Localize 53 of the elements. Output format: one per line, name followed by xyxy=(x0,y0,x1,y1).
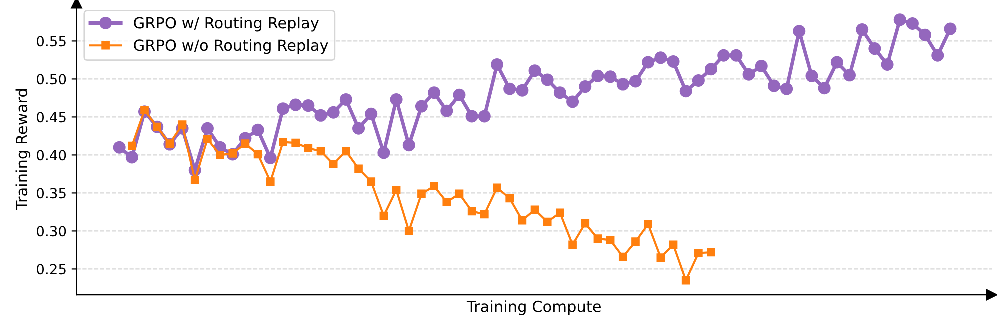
y-axis-title: Training Reward xyxy=(16,89,31,210)
point xyxy=(669,240,678,250)
point xyxy=(656,254,666,262)
point xyxy=(304,144,313,153)
point xyxy=(644,220,652,229)
point xyxy=(354,164,363,174)
point xyxy=(241,140,250,148)
point xyxy=(316,147,326,156)
point xyxy=(367,178,376,186)
point xyxy=(128,142,136,150)
y-tick-label: 0.30 xyxy=(37,226,66,237)
legend-label: GRPO w/ Routing Replay xyxy=(134,16,319,32)
y-tick-label: 0.25 xyxy=(37,264,66,275)
y-tick-label: 0.45 xyxy=(37,112,66,123)
point xyxy=(694,249,703,258)
y-tick-label: 0.50 xyxy=(37,74,66,85)
point xyxy=(430,182,438,191)
point xyxy=(568,240,577,250)
y-tick-label: 0.55 xyxy=(37,36,66,47)
point xyxy=(204,135,212,144)
y-tick-label: 0.40 xyxy=(37,150,66,161)
point xyxy=(216,151,224,160)
point xyxy=(329,160,338,168)
point xyxy=(266,178,275,186)
point xyxy=(493,184,502,192)
point xyxy=(279,138,288,146)
point xyxy=(682,276,690,285)
point xyxy=(480,210,489,219)
point xyxy=(455,190,464,198)
legend-label: GRPO w/o Routing Replay xyxy=(134,39,328,54)
point xyxy=(392,186,401,194)
point xyxy=(594,234,602,243)
point xyxy=(418,190,426,198)
point xyxy=(606,236,615,244)
point xyxy=(254,150,262,159)
point xyxy=(707,248,716,257)
point xyxy=(530,206,540,214)
point xyxy=(380,212,388,220)
point xyxy=(581,219,590,228)
point xyxy=(342,147,350,156)
point xyxy=(292,138,300,148)
point xyxy=(556,208,564,218)
point xyxy=(468,207,476,216)
point xyxy=(442,198,452,206)
point xyxy=(618,252,628,262)
point xyxy=(632,238,640,246)
point xyxy=(543,218,552,226)
y-tick-label: 0.35 xyxy=(37,188,66,199)
x-axis-title: Training Compute xyxy=(466,300,601,316)
point xyxy=(518,216,527,225)
point xyxy=(190,176,200,184)
point xyxy=(404,227,414,236)
point xyxy=(506,194,514,203)
